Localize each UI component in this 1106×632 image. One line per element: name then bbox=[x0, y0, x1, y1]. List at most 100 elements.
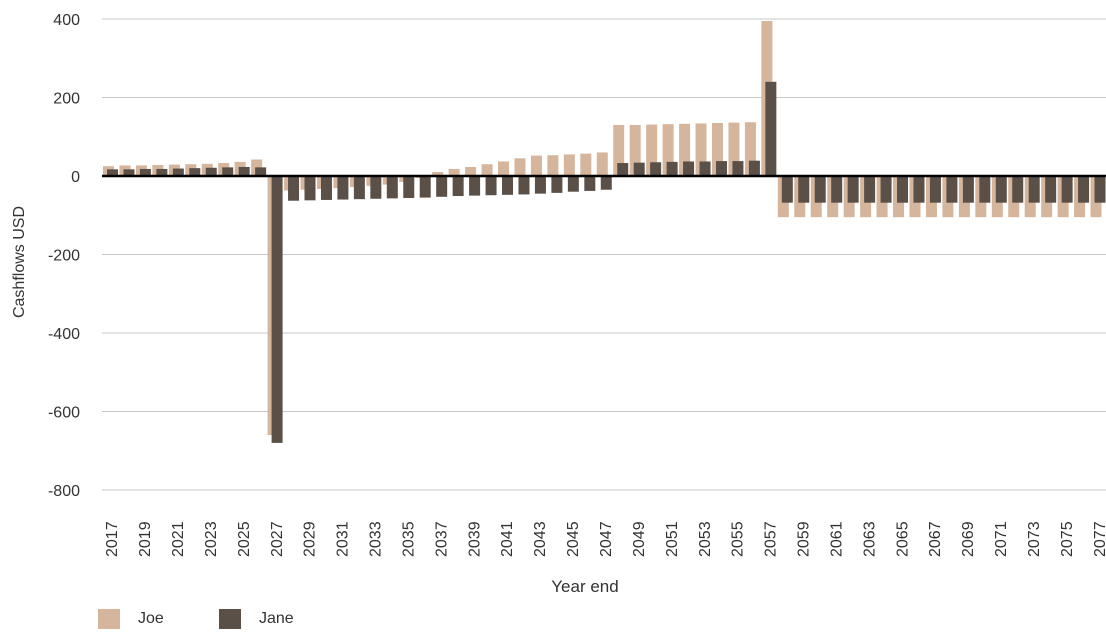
y-tick-label: 400 bbox=[53, 12, 80, 29]
x-tick-label: 2051 bbox=[664, 521, 681, 557]
bar-jane bbox=[765, 81, 777, 176]
x-tick-label: 2021 bbox=[170, 521, 187, 557]
bar-jane bbox=[781, 176, 793, 203]
bar-joe bbox=[514, 158, 526, 176]
bar-jane bbox=[732, 161, 744, 176]
bar-jane bbox=[880, 176, 892, 203]
bar-jane bbox=[172, 168, 184, 176]
bar-jane bbox=[798, 176, 810, 203]
bar-joe bbox=[448, 168, 460, 176]
bar-jane bbox=[205, 167, 217, 176]
x-tick-label: 2053 bbox=[697, 521, 714, 557]
y-tick-label: 200 bbox=[53, 91, 80, 108]
bar-jane bbox=[600, 176, 612, 190]
x-tick-label: 2047 bbox=[598, 521, 615, 557]
bar-jane bbox=[831, 176, 843, 203]
bar-joe bbox=[728, 122, 740, 176]
bar-jane bbox=[995, 176, 1007, 203]
x-tick-label: 2041 bbox=[499, 521, 516, 557]
y-tick-label: -200 bbox=[48, 248, 80, 265]
bar-jane bbox=[584, 176, 596, 191]
bar-jane bbox=[1094, 176, 1106, 203]
x-tick-label: 2067 bbox=[927, 521, 944, 557]
bar-jane bbox=[715, 161, 727, 176]
x-tick-label: 2019 bbox=[137, 521, 154, 557]
bar-joe bbox=[580, 153, 592, 176]
bar-jane bbox=[337, 176, 349, 200]
x-tick-label: 2075 bbox=[1059, 521, 1076, 557]
bar-jane bbox=[485, 176, 497, 196]
x-tick-label: 2039 bbox=[466, 521, 483, 557]
bar-joe bbox=[646, 124, 658, 176]
bar-jane bbox=[864, 176, 876, 203]
x-tick-label: 2035 bbox=[400, 521, 417, 557]
bar-joe bbox=[679, 123, 691, 176]
bar-jane bbox=[534, 176, 546, 194]
x-tick-label: 2033 bbox=[368, 521, 385, 557]
bar-jane bbox=[650, 162, 662, 176]
bar-jane bbox=[452, 176, 464, 197]
bar-jane bbox=[403, 176, 415, 198]
y-tick-label: -800 bbox=[48, 483, 80, 500]
bar-jane bbox=[567, 176, 579, 192]
bar-jane bbox=[288, 176, 300, 201]
bar-joe bbox=[744, 122, 756, 176]
bars bbox=[103, 20, 1106, 443]
bar-joe bbox=[498, 161, 510, 176]
bar-jane bbox=[436, 176, 448, 197]
legend-item-joe: Joe bbox=[98, 608, 164, 630]
x-tick-label: 2029 bbox=[302, 521, 319, 557]
x-tick-label: 2063 bbox=[861, 521, 878, 557]
bar-jane bbox=[304, 176, 316, 201]
bar-jane bbox=[946, 176, 958, 203]
bar-joe bbox=[596, 152, 608, 176]
legend-swatch-joe bbox=[98, 609, 120, 629]
y-tick-label: -400 bbox=[48, 326, 80, 343]
bar-joe bbox=[662, 124, 674, 176]
bar-jane bbox=[699, 161, 711, 176]
bar-joe bbox=[432, 172, 444, 176]
x-tick-label: 2037 bbox=[433, 521, 450, 557]
x-tick-label: 2017 bbox=[104, 521, 121, 557]
x-tick-labels: 2017 2019 2021 2023 2025 2027 2029 2031 2033 2035… bbox=[104, 521, 1106, 557]
x-tick-label: 2049 bbox=[631, 521, 648, 557]
bar-jane bbox=[617, 163, 629, 176]
legend-item-jane: Jane bbox=[219, 608, 294, 630]
bar-jane bbox=[502, 176, 514, 195]
bar-jane bbox=[271, 176, 283, 443]
x-tick-label: 2043 bbox=[532, 521, 549, 557]
bar-joe bbox=[613, 124, 625, 176]
bar-jane bbox=[107, 169, 118, 176]
bar-jane bbox=[666, 161, 678, 176]
bar-jane bbox=[1028, 176, 1040, 203]
bar-joe bbox=[465, 166, 477, 176]
bar-joe bbox=[530, 155, 542, 176]
x-tick-label: 2061 bbox=[828, 521, 845, 557]
x-axis-label: Year end bbox=[551, 577, 618, 596]
bar-joe bbox=[547, 155, 559, 176]
x-tick-label: 2077 bbox=[1092, 521, 1106, 557]
bar-jane bbox=[139, 168, 151, 176]
x-tick-label: 2057 bbox=[763, 521, 780, 557]
legend-label-joe: Joe bbox=[138, 610, 164, 627]
x-tick-label: 2059 bbox=[796, 521, 813, 557]
bar-jane bbox=[929, 176, 941, 203]
x-tick-label: 2045 bbox=[565, 521, 582, 557]
x-tick-label: 2065 bbox=[894, 521, 911, 557]
bar-joe bbox=[711, 123, 723, 176]
bar-jane bbox=[1061, 176, 1073, 203]
bar-jane bbox=[469, 176, 481, 196]
y-tick-label: -600 bbox=[48, 405, 80, 422]
bar-jane bbox=[979, 176, 991, 203]
y-tick-labels: 400 200 0 -200 -400 -600 -800 bbox=[48, 12, 80, 500]
bar-jane bbox=[814, 176, 826, 203]
x-tick-label: 2069 bbox=[960, 521, 977, 557]
bar-jane bbox=[1045, 176, 1057, 203]
bar-jane bbox=[633, 162, 645, 176]
bar-jane bbox=[386, 176, 398, 199]
bar-jane bbox=[238, 166, 250, 176]
bar-jane bbox=[156, 168, 168, 176]
bar-jane bbox=[897, 176, 909, 203]
x-tick-label: 2027 bbox=[269, 521, 286, 557]
bar-jane bbox=[683, 161, 695, 176]
